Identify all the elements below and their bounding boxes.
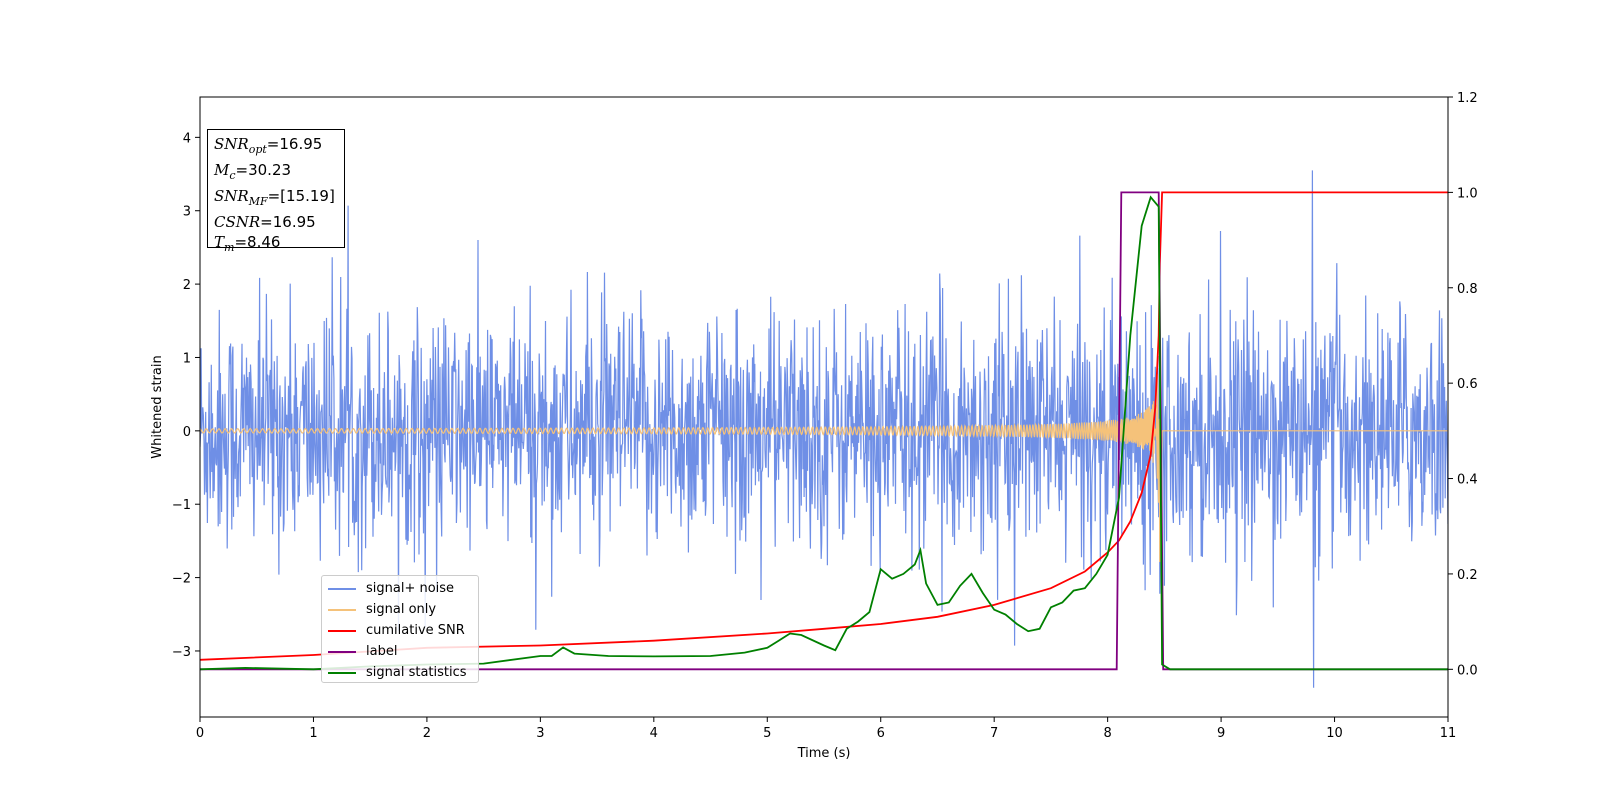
legend-swatch	[328, 608, 356, 611]
x-tick-label: 8	[1103, 726, 1111, 741]
y2-axis-right: 0.0 0.2 0.4 0.6 0.8 1.0 1.2	[1448, 91, 1478, 678]
annotation-variable: SNR	[214, 135, 249, 153]
annotation-subscript: c	[229, 169, 236, 182]
y-tick-label: 0	[183, 425, 191, 440]
y-tick-label: 1	[183, 351, 191, 366]
x-tick-label: 9	[1217, 726, 1225, 741]
legend-swatch	[328, 587, 356, 590]
legend-entry: signal statistics	[328, 662, 472, 683]
annotation-box: SNRopt=16.95 Mc=30.23 SNRMF=[15.19] CSNR=16…	[207, 129, 345, 254]
series-signal-statistics	[200, 195, 1448, 671]
x-tick-label: 4	[650, 726, 658, 741]
legend: signal+ noise signal only cumilative SNR la…	[321, 575, 479, 683]
series-layer	[200, 170, 1448, 688]
annotation-variable: SNR	[214, 187, 249, 205]
legend-label: cumilative SNR	[366, 623, 465, 638]
y-tick-label: 3	[183, 205, 191, 220]
x-tick-label: 11	[1440, 726, 1457, 741]
legend-swatch	[328, 629, 356, 632]
y-tick-label: 2	[183, 278, 191, 293]
x-tick-label: 2	[423, 726, 431, 741]
x-tick-label: 3	[536, 726, 544, 741]
legend-label: signal statistics	[366, 665, 467, 680]
y2-tick-label: 1.2	[1457, 91, 1478, 106]
annotation-subscript: opt	[248, 143, 267, 156]
y-tick-label: 4	[183, 131, 191, 146]
plot-frame	[199, 96, 1449, 718]
x-tick-label: 0	[196, 726, 204, 741]
y2-tick-label: 0.0	[1457, 663, 1478, 678]
annotation-line: CSNR=16.95	[214, 212, 338, 232]
y-tick-label: −1	[172, 498, 191, 513]
annotation-variable: M	[214, 161, 230, 179]
y2-tick-label: 0.4	[1457, 473, 1478, 488]
y-tick-label: −2	[172, 572, 191, 587]
legend-entry: cumilative SNR	[328, 620, 472, 641]
legend-entry: signal only	[328, 599, 472, 620]
legend-label: label	[366, 644, 398, 659]
annotation-value: =8.46	[234, 233, 281, 251]
annotation-variable: T	[214, 233, 225, 251]
annotation-line: Tm=8.46	[214, 232, 338, 258]
annotation-value: =30.23	[235, 161, 292, 179]
x-tick-label: 6	[877, 726, 885, 741]
y-tick-label: −3	[172, 645, 191, 660]
annotation-line: SNRopt=16.95	[214, 134, 338, 160]
annotation-subscript: m	[224, 241, 235, 254]
y2-tick-label: 1.0	[1457, 186, 1478, 201]
y2-tick-label: 0.8	[1457, 282, 1478, 297]
series-cumulative-snr	[200, 191, 1448, 661]
annotation-line: SNRMF=[15.19]	[214, 186, 338, 212]
x-tick-label: 10	[1326, 726, 1343, 741]
legend-entry: signal+ noise	[328, 578, 472, 599]
x-tick-label: 5	[763, 726, 771, 741]
x-tick-label: 1	[309, 726, 317, 741]
x-axis-label: Time (s)	[797, 746, 851, 761]
legend-swatch	[328, 650, 356, 653]
annotation-value: =16.95	[260, 213, 316, 231]
y-axis: −3 −2 −1 0 1 2 3 4	[172, 131, 200, 660]
legend-label: signal+ noise	[366, 581, 455, 596]
annotation-line: Mc=30.23	[214, 160, 338, 186]
x-axis: 0 1 2 3 4 5 6 7 8 9 10 11	[196, 717, 1456, 741]
annotation-subscript: MF	[248, 195, 268, 208]
annotation-value: =16.95	[266, 135, 323, 153]
x-tick-label: 7	[990, 726, 998, 741]
annotation-value: =[15.19]	[267, 187, 335, 205]
y-axis-label: Whitened strain	[150, 355, 165, 458]
series-signal-only	[200, 373, 1448, 563]
y2-tick-label: 0.6	[1457, 377, 1478, 392]
legend-label: signal only	[366, 602, 437, 617]
legend-swatch	[328, 671, 356, 674]
y2-tick-label: 0.2	[1457, 568, 1478, 583]
annotation-variable: CSNR	[214, 213, 261, 231]
legend-entry: label	[328, 641, 472, 662]
